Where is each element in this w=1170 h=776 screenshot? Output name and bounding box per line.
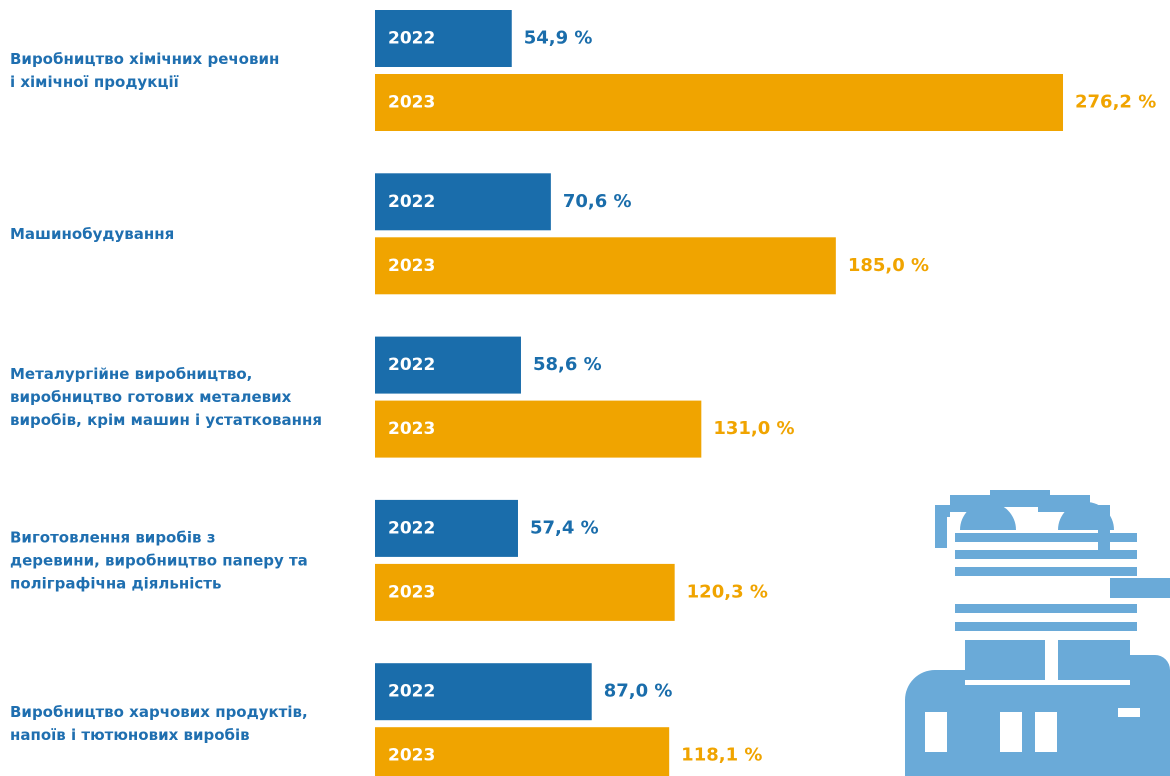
bar-series-label: 2023 <box>388 93 435 113</box>
value-label: 118,1 % <box>681 745 762 766</box>
bar <box>375 727 670 776</box>
category-label: Виробництво харчових продуктів, напоїв і … <box>10 703 308 744</box>
category-label-line: Виготовлення виробів з <box>10 528 215 546</box>
bar <box>375 563 675 621</box>
value-label: 131,0 % <box>713 418 794 439</box>
category-label-line: Металургійне виробництво, <box>10 365 252 383</box>
bar-series-label: 2022 <box>388 518 435 538</box>
bar <box>375 400 702 458</box>
bar-series-label: 2023 <box>388 582 435 602</box>
category-label-line: Виробництво хімічних речовин <box>10 50 279 68</box>
category-label-line: Машинобудування <box>10 225 174 243</box>
bar-series-label: 2023 <box>388 419 435 439</box>
bar-series-label: 2022 <box>388 682 435 702</box>
category-label-line: виробів, крім машин і устатковання <box>10 411 322 429</box>
value-label: 87,0 % <box>604 681 673 702</box>
bar <box>375 336 521 394</box>
bar <box>375 499 518 557</box>
category-label-line: Виробництво харчових продуктів, <box>10 703 308 721</box>
bar-series-label: 2022 <box>388 355 435 375</box>
value-label: 70,6 % <box>563 191 632 212</box>
category-label-line: і хімічної продукції <box>10 73 179 91</box>
category-label: Металургійне виробництво, виробництво гот… <box>10 365 322 429</box>
bar-series-label: 2023 <box>388 746 435 766</box>
category-label-line: деревини, виробництво паперу та <box>10 551 308 569</box>
category-label: Виготовлення виробів з деревини, виробниц… <box>10 528 308 592</box>
bar <box>375 10 512 67</box>
value-label: 54,9 % <box>524 28 593 49</box>
category-label: Машинобудування <box>10 225 174 243</box>
factory-icon <box>905 490 1170 776</box>
value-label: 120,3 % <box>687 581 768 602</box>
bar <box>375 237 836 295</box>
bar <box>375 173 551 231</box>
category-label-line: напоїв і тютюнових виробів <box>10 726 250 744</box>
bar-series-label: 2023 <box>388 256 435 276</box>
category-label-line: виробництво готових металевих <box>10 388 292 406</box>
category-label-line: поліграфічна діяльність <box>10 574 221 592</box>
bar <box>375 663 592 721</box>
value-label: 185,0 % <box>848 255 929 276</box>
bar <box>375 74 1064 131</box>
value-label: 58,6 % <box>533 354 602 375</box>
category-label: Виробництво хімічних речовин і хімічної п… <box>10 50 279 91</box>
value-label: 276,2 % <box>1075 92 1156 113</box>
bar-series-label: 2022 <box>388 192 435 212</box>
value-label: 57,4 % <box>530 517 599 538</box>
bar-series-label: 2022 <box>388 29 435 49</box>
